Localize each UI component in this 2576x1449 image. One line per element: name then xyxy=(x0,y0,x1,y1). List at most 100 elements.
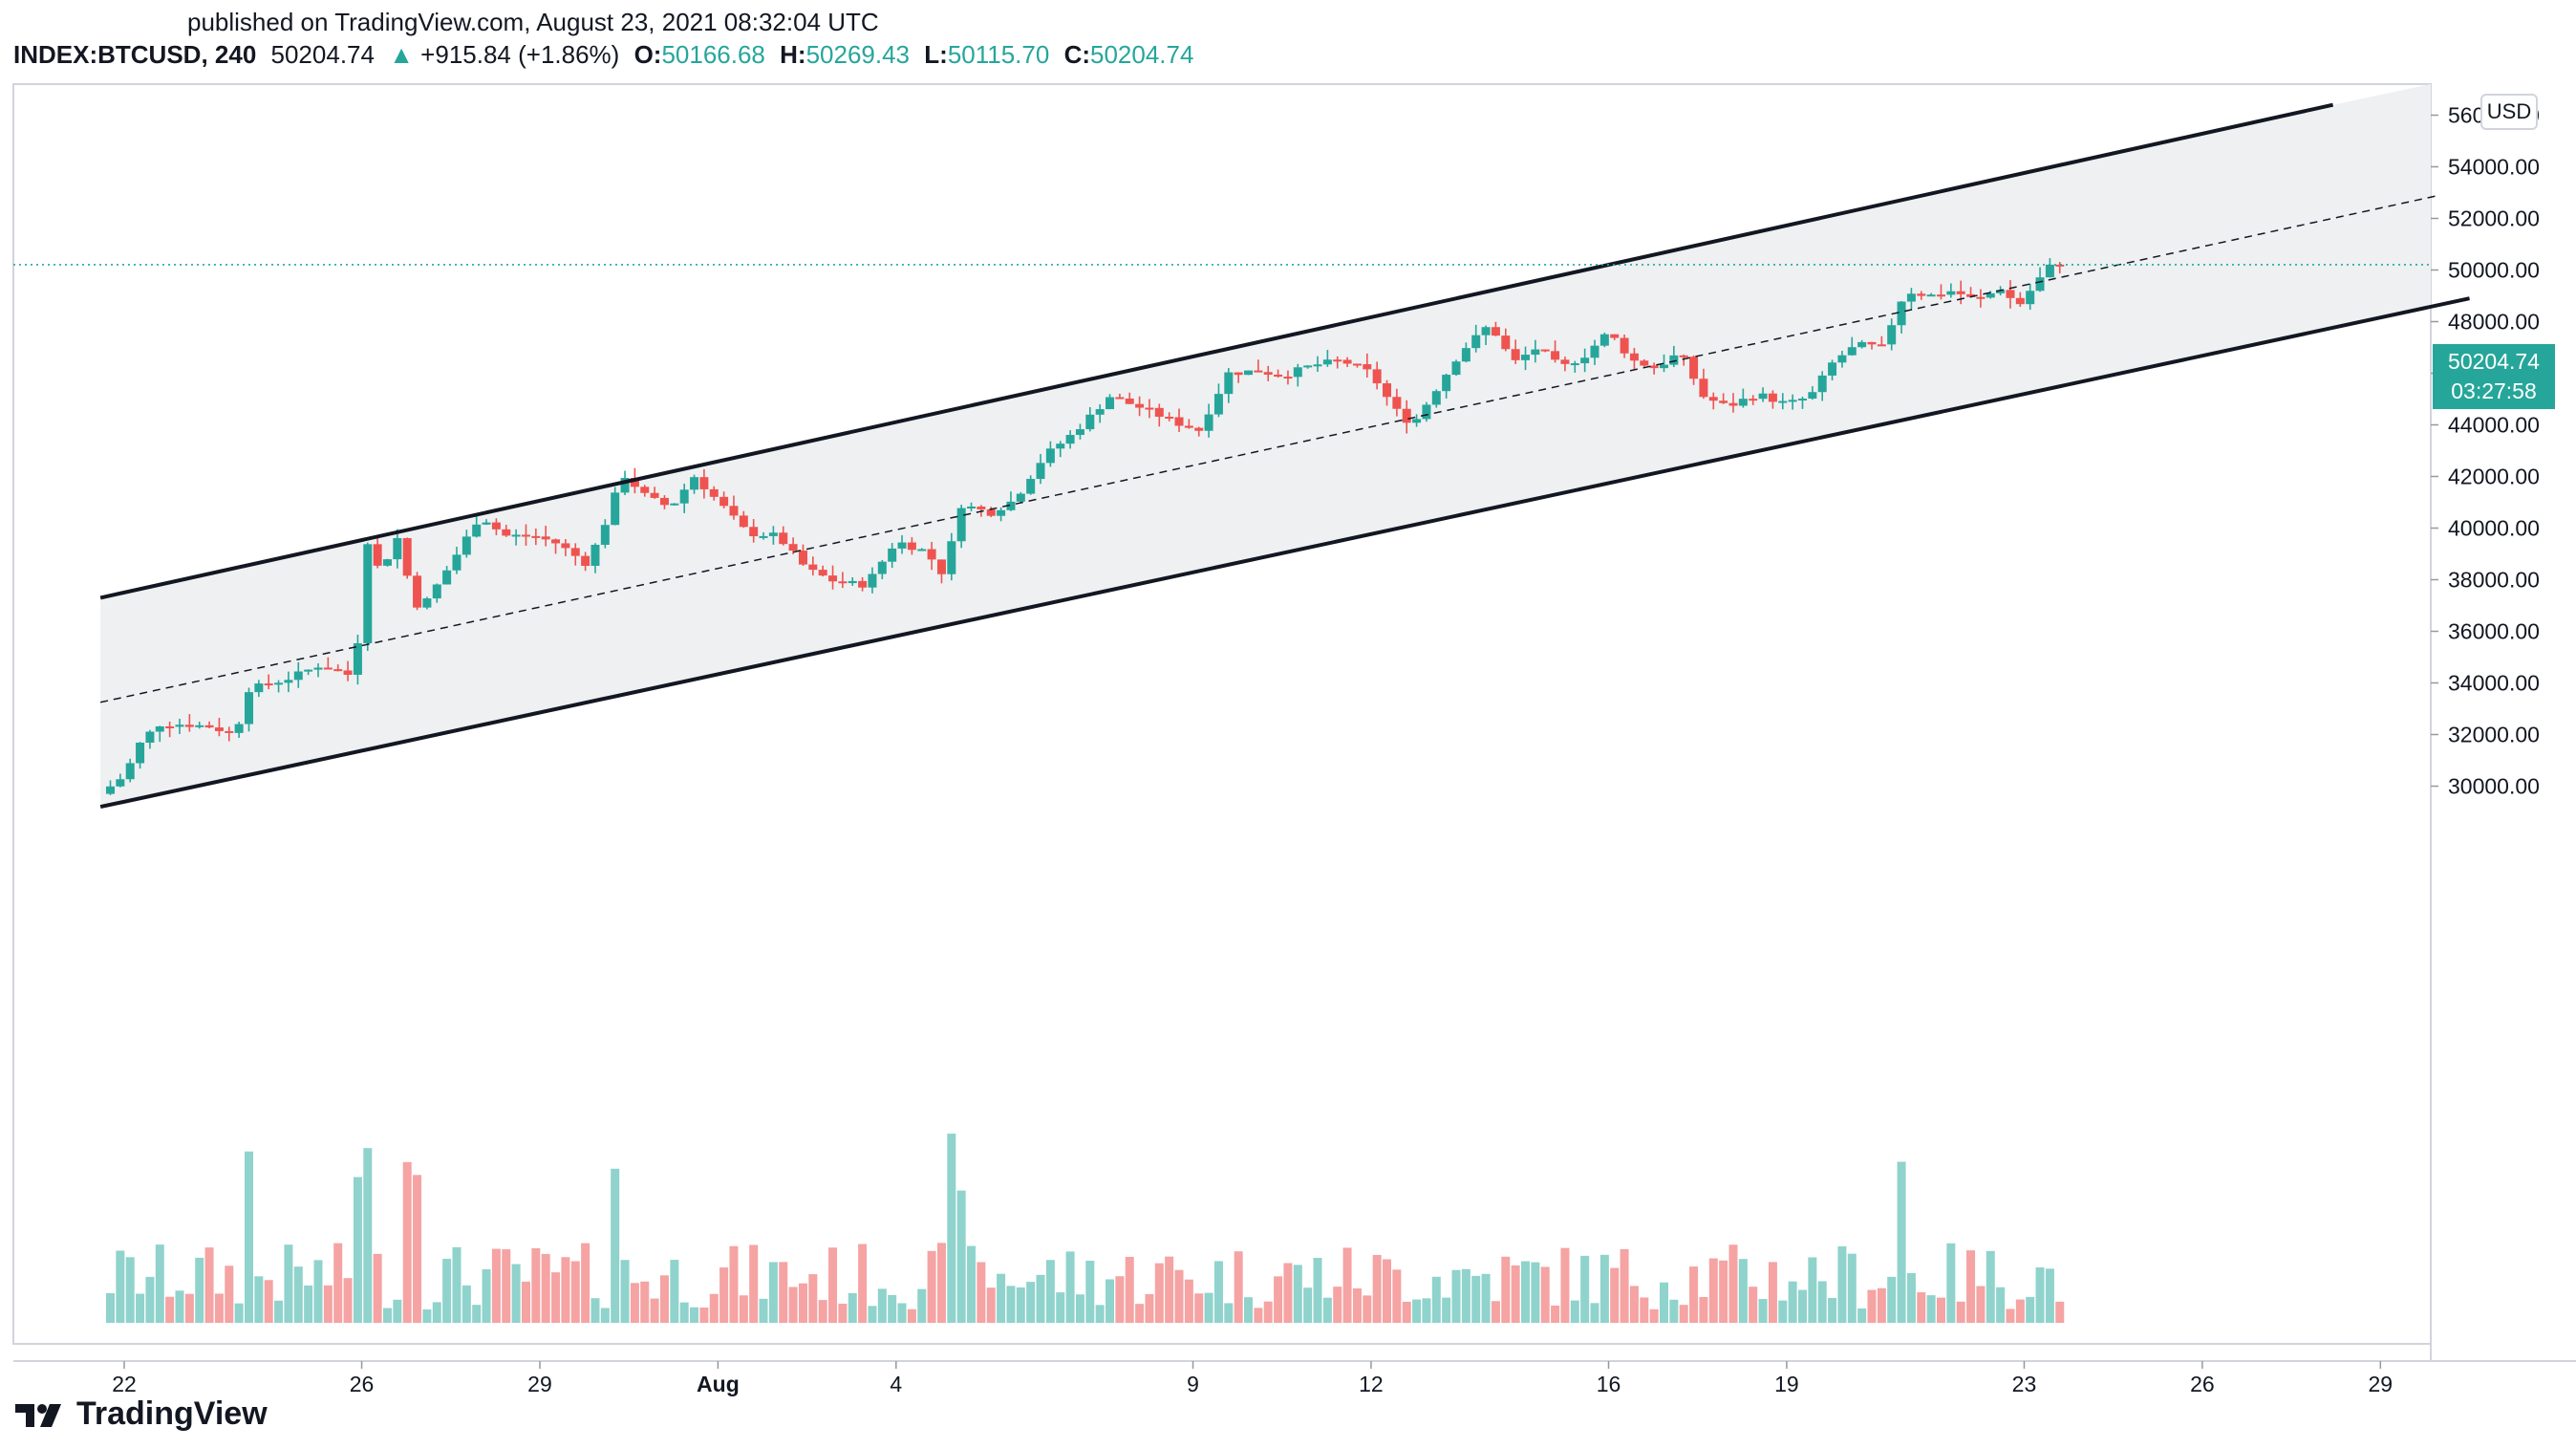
candle-body xyxy=(1322,359,1332,365)
volume-bar xyxy=(659,1275,669,1323)
up-arrow-icon: ▲ xyxy=(389,40,414,69)
currency-badge[interactable]: USD xyxy=(2480,94,2538,130)
candle-body xyxy=(1936,294,1945,297)
volume-bar xyxy=(1599,1254,1609,1323)
volume-bar xyxy=(967,1245,977,1323)
candle-body xyxy=(1461,348,1470,362)
open-label: O: xyxy=(633,40,662,69)
volume-bar xyxy=(1402,1301,1411,1323)
candle-body xyxy=(1481,327,1491,335)
volume-bar xyxy=(1184,1279,1193,1323)
candle-body xyxy=(1213,394,1223,415)
candle-body xyxy=(1224,372,1234,395)
candle-body xyxy=(888,548,897,562)
candle-body xyxy=(1154,407,1164,417)
candle-body xyxy=(1274,374,1283,378)
volume-bar xyxy=(650,1298,659,1323)
volume-bar xyxy=(1392,1269,1402,1323)
candle-body xyxy=(1521,355,1531,360)
candle-body xyxy=(1036,463,1045,480)
symbol-name[interactable]: INDEX:BTCUSD, 240 xyxy=(13,40,257,69)
candle-body xyxy=(1817,375,1827,393)
volume-bar xyxy=(1679,1305,1688,1323)
volume-bar xyxy=(1531,1262,1540,1323)
candle-body xyxy=(1363,364,1372,370)
volume-bar xyxy=(679,1302,689,1323)
candle-body xyxy=(986,508,996,516)
candle-body xyxy=(798,551,807,565)
volume-bar xyxy=(936,1243,946,1323)
volume-bar xyxy=(551,1272,561,1323)
volume-bar xyxy=(1906,1272,1916,1323)
candle-body xyxy=(462,536,471,555)
candle-body xyxy=(1065,435,1075,444)
volume-bar xyxy=(1758,1299,1768,1323)
candle-body xyxy=(382,559,392,566)
volume-bar xyxy=(1372,1254,1382,1323)
candle-body xyxy=(353,643,362,675)
candle-body xyxy=(175,724,184,727)
price-tick-label: 52000.00 xyxy=(2448,206,2540,231)
volume-bar xyxy=(1917,1292,1926,1323)
bar-countdown: 03:27:58 xyxy=(2451,378,2537,403)
volume-bar xyxy=(848,1292,857,1323)
volume-bar xyxy=(1461,1268,1470,1323)
candle-body xyxy=(195,724,204,727)
candle-body xyxy=(402,538,412,576)
candle-body xyxy=(1749,399,1758,401)
volume-bar xyxy=(175,1290,184,1323)
candle-body xyxy=(1629,353,1639,361)
volume-bar xyxy=(858,1244,868,1323)
candle-body xyxy=(1976,296,1986,299)
volume-bar xyxy=(1847,1253,1857,1323)
candle-body xyxy=(1352,363,1362,366)
volume-bar xyxy=(907,1308,916,1323)
candle-body xyxy=(1165,416,1174,419)
candle-body xyxy=(1263,372,1273,375)
volume-bar xyxy=(145,1276,155,1323)
volume-bar xyxy=(225,1265,234,1323)
volume-bar xyxy=(541,1253,550,1323)
volume-bar xyxy=(1659,1282,1668,1323)
volume-bar xyxy=(620,1260,630,1323)
candle-body xyxy=(561,543,570,549)
candle-body xyxy=(1451,361,1461,376)
brand-footer[interactable]: TradingView xyxy=(13,1395,268,1433)
candle-body xyxy=(293,671,303,681)
volume-bar xyxy=(1837,1245,1847,1323)
candle-body xyxy=(690,477,699,490)
candle-body xyxy=(1580,357,1590,364)
volume-bar xyxy=(1145,1293,1154,1323)
candle-body xyxy=(452,554,462,571)
candle-body xyxy=(304,669,313,672)
lower-channel-line xyxy=(99,296,2470,810)
candle-body xyxy=(1511,349,1520,360)
candle-body xyxy=(1778,400,1788,403)
candle-body xyxy=(1857,341,1867,348)
volume-bar xyxy=(1511,1265,1520,1323)
candle-body xyxy=(1095,409,1105,415)
volume-bar xyxy=(917,1288,927,1323)
volume-bar xyxy=(2006,1308,2015,1323)
volume-bar xyxy=(1036,1274,1045,1323)
time-axis[interactable]: 22 26 29 Aug 4 9 12 16 19 23 26 29 xyxy=(112,1361,2393,1396)
price-axis[interactable]: 56000.0054000.0052000.0050000.0048000.00… xyxy=(2431,103,2540,799)
candle-body xyxy=(1056,443,1065,449)
candle-body xyxy=(709,488,719,497)
volume-bar xyxy=(204,1247,214,1323)
candle-body xyxy=(1501,335,1511,350)
volume-bar xyxy=(1333,1287,1342,1323)
candle-body xyxy=(333,669,343,672)
candle-body xyxy=(630,478,639,487)
candle-body xyxy=(590,544,600,567)
candle-body xyxy=(1808,392,1817,400)
upper-channel-line xyxy=(99,102,2334,600)
candle-body xyxy=(1758,393,1768,400)
candle-body xyxy=(1383,383,1392,398)
candle-body xyxy=(611,492,620,526)
volume-bar xyxy=(1026,1282,1036,1323)
volume-bar xyxy=(1422,1298,1431,1323)
candle-body xyxy=(1115,397,1125,400)
volume-bar xyxy=(1244,1297,1254,1323)
